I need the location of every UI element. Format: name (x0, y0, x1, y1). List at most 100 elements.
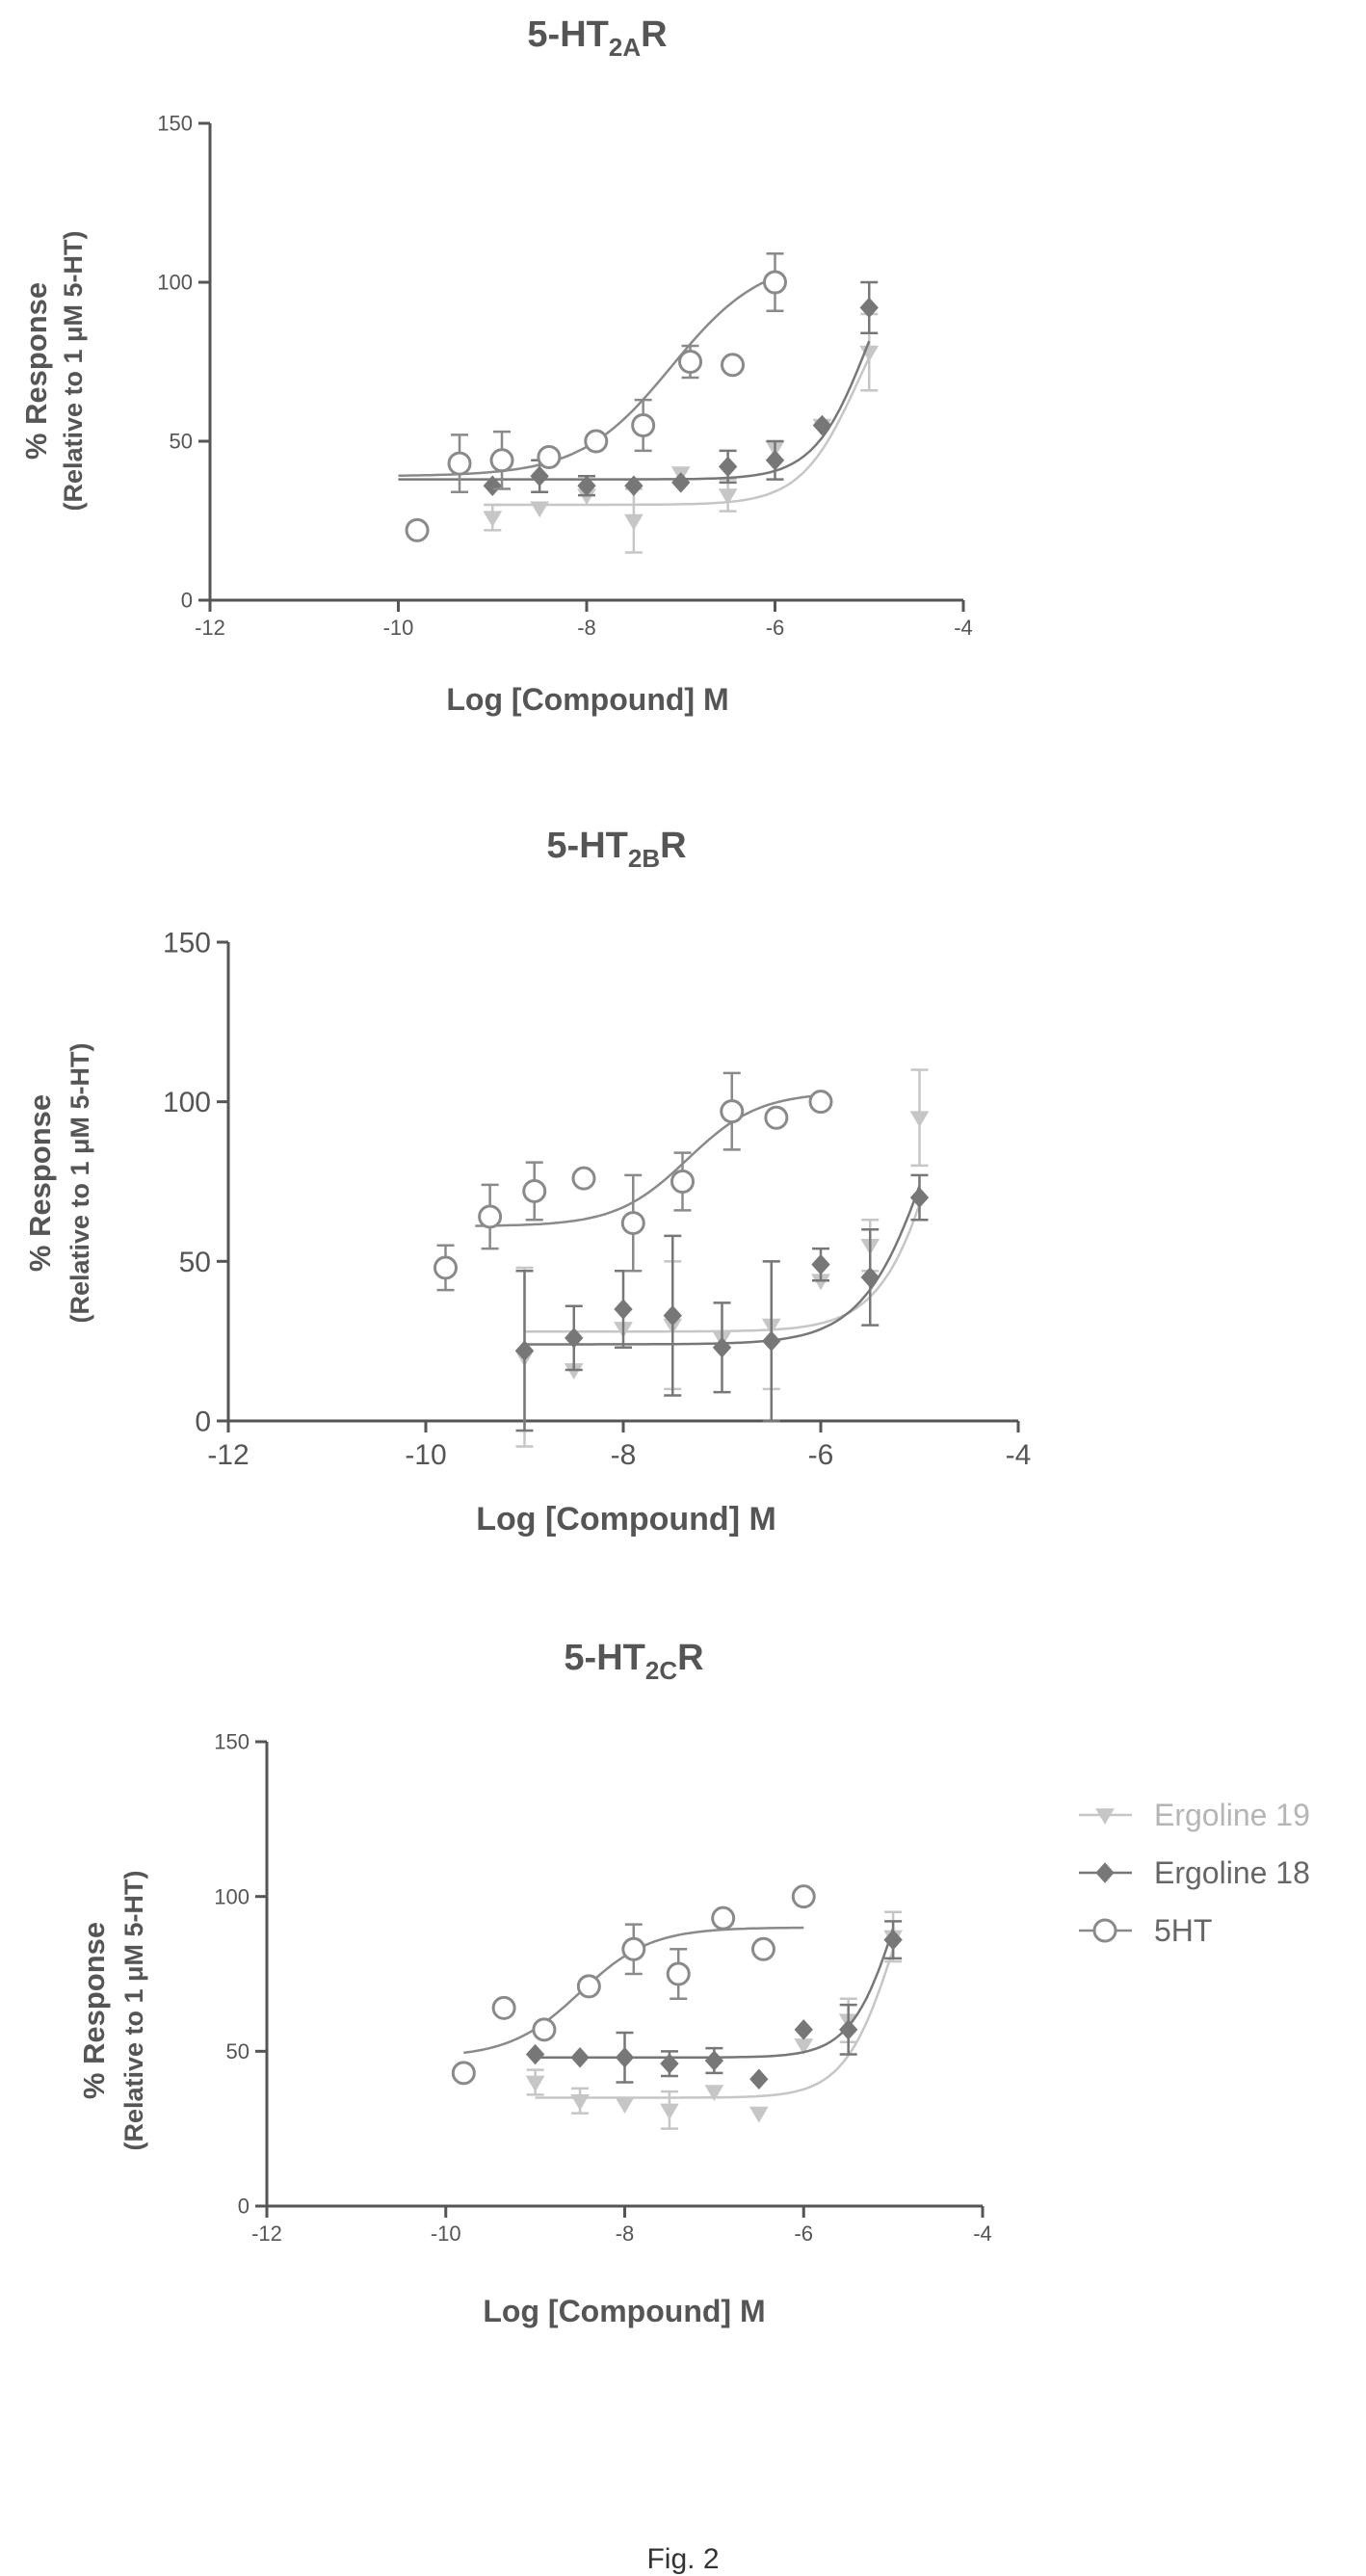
data-point-ergoline18 (765, 450, 785, 471)
series-fiveht (451, 1884, 816, 2086)
x-tick-label: -12 (251, 2221, 282, 2246)
data-point-fiveht (405, 517, 430, 542)
x-tick-label: -12 (195, 616, 225, 640)
x-axis-label: Log [Compound] M (446, 682, 728, 717)
y-axis-label-line1: % Response (19, 282, 53, 460)
y-tick-label: 150 (157, 112, 193, 136)
data-point-fiveht (621, 1936, 646, 1961)
data-point-ergoline18 (624, 475, 644, 496)
data-point-fiveht (491, 1995, 516, 2020)
data-point-fiveht (537, 445, 562, 469)
data-point-ergoline19 (570, 2093, 590, 2111)
data-point-fiveht (620, 1211, 645, 1236)
data-point-fiveht (721, 353, 746, 378)
y-tick-label: 50 (170, 430, 193, 454)
series-ergoline19 (525, 1910, 903, 2130)
data-point-ergoline18 (577, 475, 596, 496)
legend-label: Ergoline 18 (1154, 1855, 1310, 1890)
data-point-ergoline18 (660, 2053, 679, 2074)
y-tick-label: 100 (214, 1884, 250, 1908)
data-point-fiveht (447, 451, 472, 476)
axes: 0 50 100 150 -12 -10 -8 -6 -4 (163, 928, 1031, 1472)
data-point-fiveht (532, 2017, 557, 2042)
panel-5ht2c: 5-HT2CR % Response (Relative to 1 μM 5-H… (77, 1638, 992, 2328)
x-tick-label: -10 (405, 1439, 446, 1471)
y-tick-label: 150 (214, 1730, 250, 1754)
data-point-ergoline18 (525, 2043, 545, 2065)
x-tick-label: -12 (207, 1439, 249, 1471)
axes: 0 50 100 150 -12 -10 -8 -6 -4 (214, 1730, 992, 2247)
data-point-ergoline18 (859, 297, 879, 319)
data-point-fiveht (763, 270, 787, 295)
series-ergoline18 (525, 1920, 903, 2090)
fit-curve-ergoline19 (535, 1949, 895, 2099)
data-point-ergoline18 (860, 1267, 880, 1288)
x-tick-label: -4 (1006, 1439, 1032, 1471)
data-point-ergoline18 (565, 1327, 584, 1349)
x-axis-label: Log [Compound] M (483, 2294, 765, 2328)
data-point-fiveht (584, 429, 609, 454)
chart-title: 5-HT2CR (564, 1638, 703, 1685)
data-point-ergoline19 (909, 1111, 930, 1128)
data-point-fiveht (489, 448, 514, 473)
x-tick-label: -8 (577, 616, 596, 640)
y-tick-label: 50 (179, 1247, 211, 1278)
data-point-fiveht (750, 1936, 775, 1961)
data-point-ergoline19 (615, 2097, 635, 2114)
data-point-ergoline18 (749, 2068, 769, 2090)
chart-title: 5-HT2AR (527, 14, 667, 62)
data-point-ergoline19 (704, 2085, 724, 2102)
chart-title: 5-HT2BR (546, 826, 686, 873)
data-point-ergoline18 (614, 1299, 633, 1320)
axes: 0 50 100 150 -12 -10 -8 -6 -4 (157, 112, 973, 641)
data-point-fiveht (791, 1884, 816, 1909)
data-point-fiveht (478, 1204, 503, 1229)
legend-item-ergoline19: Ergoline 19 (1079, 1798, 1310, 1832)
x-tick-label: -8 (611, 1439, 637, 1471)
legend-item-ergoline18: Ergoline 18 (1079, 1855, 1310, 1890)
legend-marker-ergoline19 (1095, 1808, 1115, 1825)
y-tick-label: 50 (226, 2039, 250, 2063)
data-point-ergoline18 (712, 1337, 732, 1358)
data-point-ergoline18 (704, 2050, 724, 2071)
x-tick-label: -6 (794, 2221, 813, 2246)
data-point-fiveht (451, 2061, 476, 2086)
legend-label: Ergoline 19 (1154, 1798, 1310, 1832)
data-point-fiveht (808, 1090, 833, 1115)
data-point-fiveht (711, 1906, 736, 1931)
y-tick-label: 150 (163, 928, 211, 959)
x-tick-label: -10 (383, 616, 414, 640)
y-axis-label-line1: % Response (23, 1094, 57, 1272)
data-point-ergoline18 (718, 456, 738, 478)
legend-marker-ergoline18 (1095, 1862, 1115, 1883)
data-point-ergoline18 (909, 1187, 930, 1208)
data-point-ergoline18 (671, 472, 691, 493)
data-point-ergoline18 (483, 475, 502, 496)
y-tick-label: 0 (238, 2195, 250, 2219)
legend-item-fiveht: 5HT (1079, 1913, 1212, 1948)
series-ergoline18 (398, 280, 879, 497)
data-point-fiveht (720, 1099, 745, 1124)
series-ergoline19 (483, 312, 880, 554)
data-point-ergoline18 (762, 1330, 781, 1352)
data-point-fiveht (678, 350, 703, 374)
series-ergoline18 (514, 1173, 930, 1433)
data-point-ergoline19 (483, 511, 503, 528)
x-tick-label: -6 (808, 1439, 834, 1471)
y-axis-label-line2: (Relative to 1 μM 5-HT) (119, 1870, 148, 2150)
series-fiveht (433, 1071, 833, 1292)
y-tick-label: 0 (195, 1406, 211, 1438)
y-axis-label-line2: (Relative to 1 μM 5-HT) (66, 1042, 94, 1323)
series-fiveht (398, 252, 787, 542)
data-point-ergoline19 (530, 501, 549, 518)
data-point-fiveht (666, 1961, 691, 1986)
data-point-fiveht (571, 1166, 596, 1191)
data-point-fiveht (670, 1170, 695, 1194)
data-point-ergoline18 (663, 1304, 682, 1327)
x-tick-label: -4 (954, 616, 973, 640)
data-point-ergoline18 (615, 2047, 635, 2068)
x-tick-label: -6 (766, 616, 785, 640)
data-point-fiveht (631, 413, 656, 437)
data-point-fiveht (764, 1105, 789, 1130)
